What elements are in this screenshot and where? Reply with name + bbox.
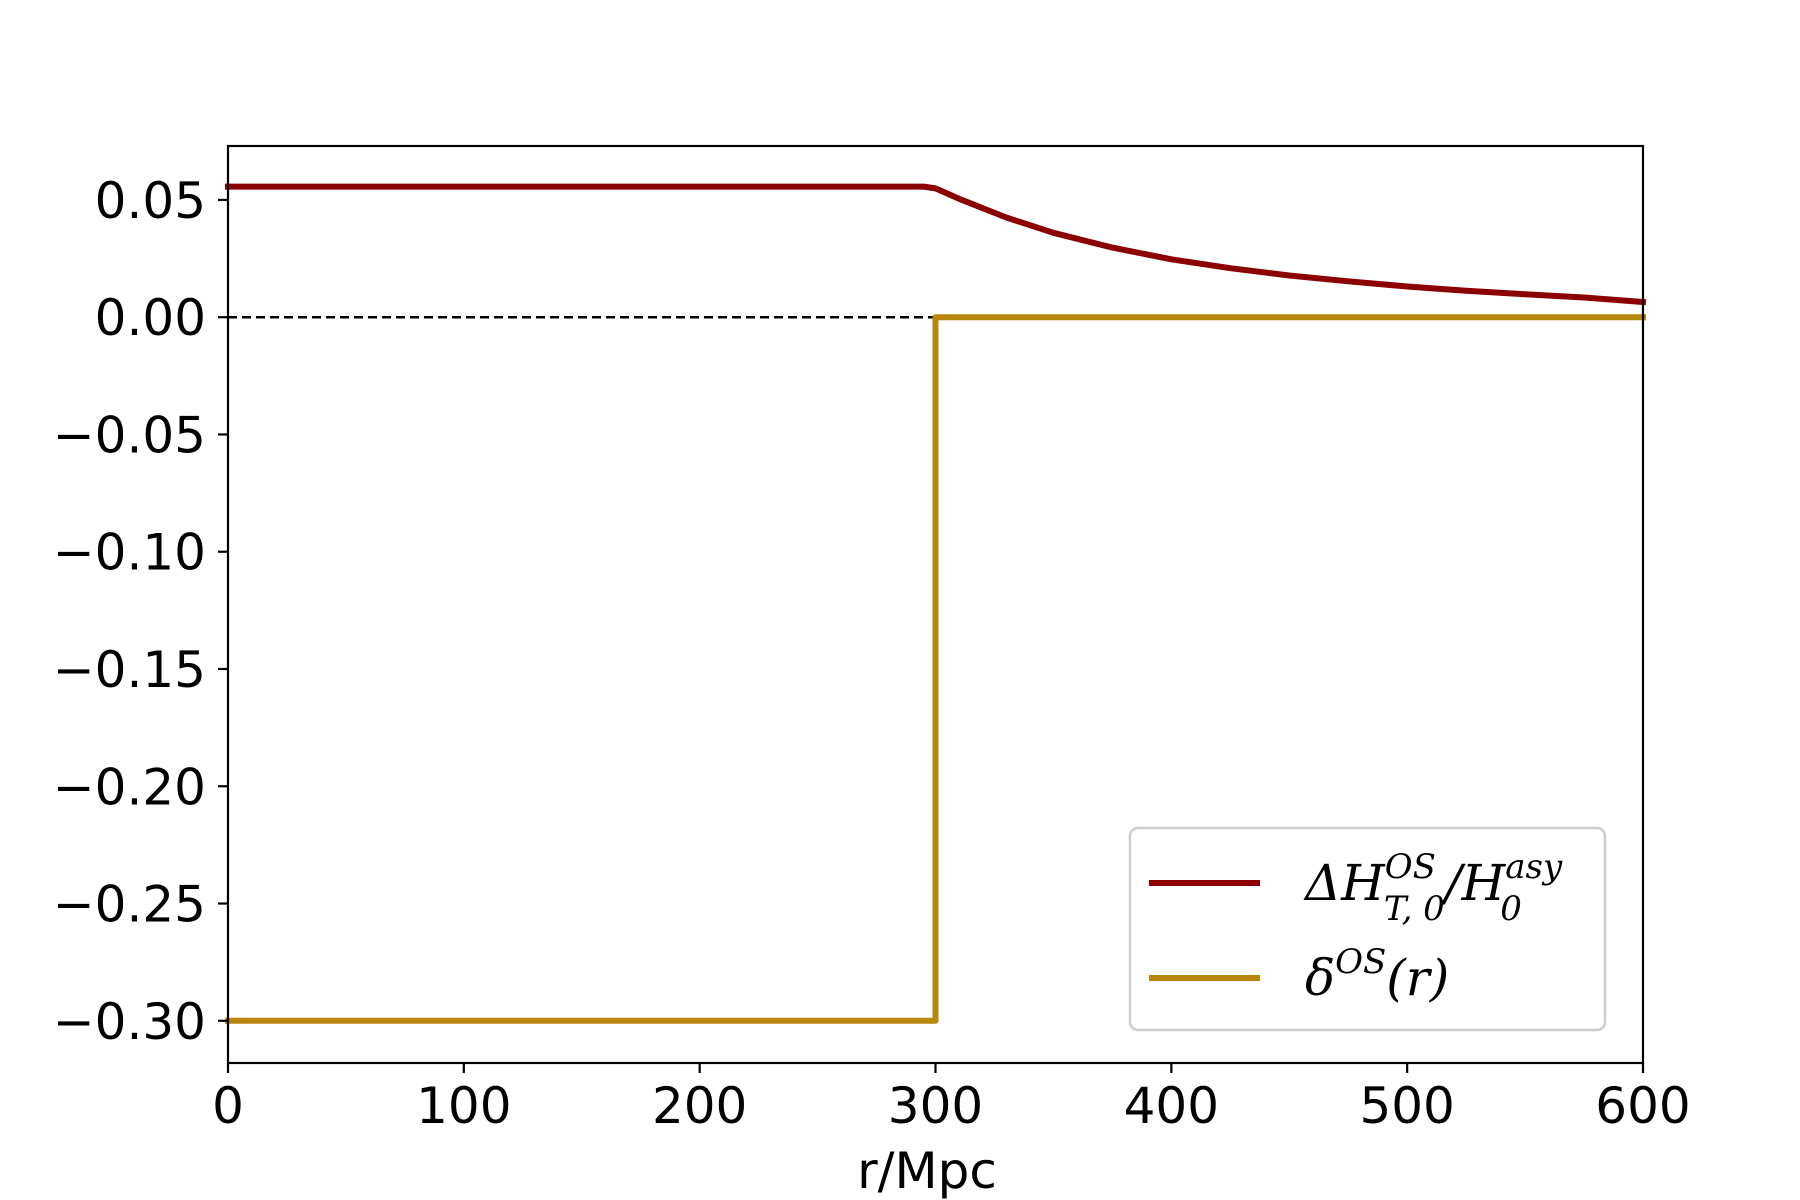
legend: ΔHOS T, 0/Hasy 0 δOS(r) [1128,826,1607,1032]
x-tick-label: 100 [416,1077,511,1135]
y-tick-label: 0.05 [95,172,206,230]
legend-label-1: δOS(r) [1305,942,1449,1007]
x-tick-label: 600 [1595,1077,1690,1135]
x-tick-label: 400 [1124,1077,1219,1135]
series-line-0 [225,183,1647,306]
axes: 0 100 200 300 400 500 600 0.05 0.00 −0.05 −0.10 −0.… [53,144,1691,1135]
y-tick-label: 0.00 [95,289,206,347]
y-tick-label: −0.20 [53,758,206,816]
x-tick-label: 0 [212,1077,244,1135]
y-tick-label: −0.05 [53,406,206,464]
x-tick-label: 500 [1359,1077,1454,1135]
y-tick-label: −0.30 [53,993,206,1051]
x-axis-title: r/Mpc [857,1142,997,1200]
x-tick-label: 300 [888,1077,983,1135]
y-tick-label: −0.15 [53,641,206,699]
y-tick-label: −0.10 [53,524,206,582]
plot-area [225,183,1647,1024]
x-tick-label: 200 [652,1077,747,1135]
y-tick-label: −0.25 [53,876,206,934]
series-line-1 [225,314,1646,1024]
legend-label-0: ΔHOS T, 0/Hasy 0 [1303,847,1563,929]
